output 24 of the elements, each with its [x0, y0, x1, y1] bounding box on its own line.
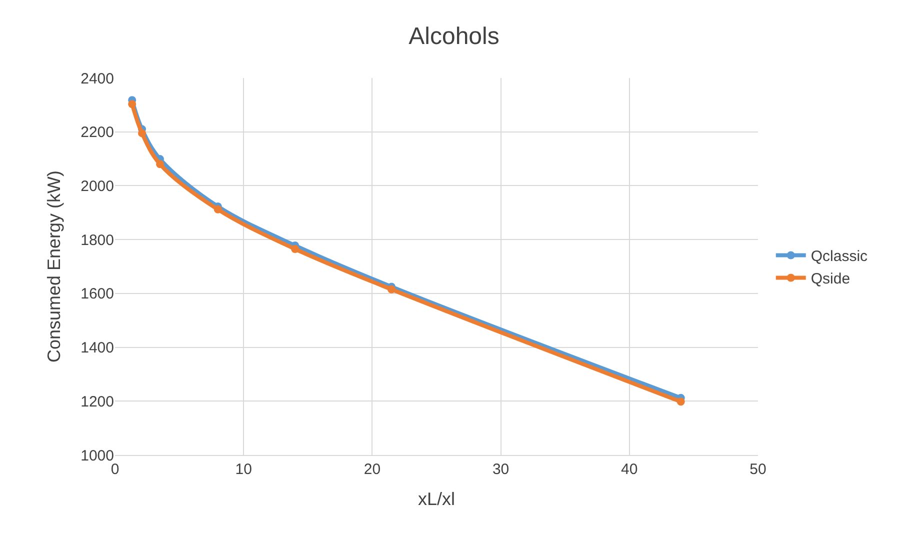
chart-title: Alcohols [408, 23, 500, 50]
point [387, 285, 396, 294]
y-tick-label: 2400 [80, 70, 114, 88]
x-tick-label: 10 [235, 461, 252, 478]
x-tick-label: 40 [621, 461, 638, 478]
y-tick-label: 2000 [80, 178, 114, 195]
legend-label: Qclassic [810, 248, 868, 266]
point [128, 100, 136, 108]
legend-label: Qside [810, 270, 850, 288]
y-tick-label: 1800 [80, 232, 114, 249]
x-tick-label: 20 [364, 461, 381, 478]
point [291, 245, 300, 253]
point [676, 398, 685, 406]
point [214, 205, 222, 214]
y-axis-title: Consumed Energy (kW) [44, 170, 64, 363]
y-tick-label: 1600 [80, 286, 114, 303]
x-tick-label: 50 [750, 461, 766, 478]
point [138, 129, 146, 138]
y-tick-label: 1400 [80, 340, 114, 357]
x-axis-title: xL/xl [418, 489, 456, 510]
point [156, 160, 164, 168]
y-tick-label: 1200 [80, 393, 114, 410]
y-tick-label: 2200 [80, 124, 114, 142]
x-tick-label: 30 [492, 461, 510, 478]
